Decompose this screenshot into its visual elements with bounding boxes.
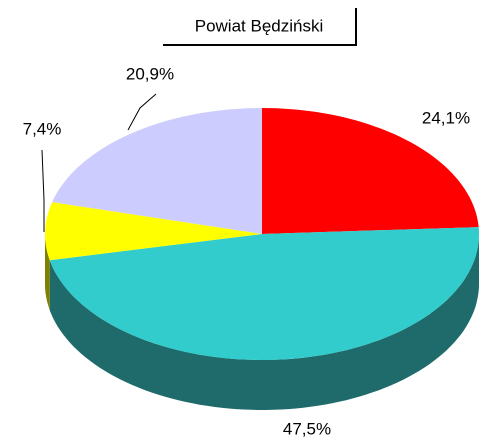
pie-side — [49, 234, 479, 410]
data-label: 7,4% — [23, 119, 62, 138]
data-label: 47,5% — [283, 419, 331, 438]
data-label: 24,1% — [422, 108, 470, 127]
pie-slice — [45, 202, 262, 261]
data-label: 20,9% — [126, 64, 174, 83]
pie-slice — [262, 108, 479, 234]
pie-slice — [52, 108, 262, 234]
leader-line — [127, 93, 157, 131]
pie-side — [45, 234, 50, 311]
pie-slice — [49, 227, 479, 360]
leader-line — [41, 149, 45, 232]
chart-title: Powiat Będziński — [195, 16, 324, 35]
